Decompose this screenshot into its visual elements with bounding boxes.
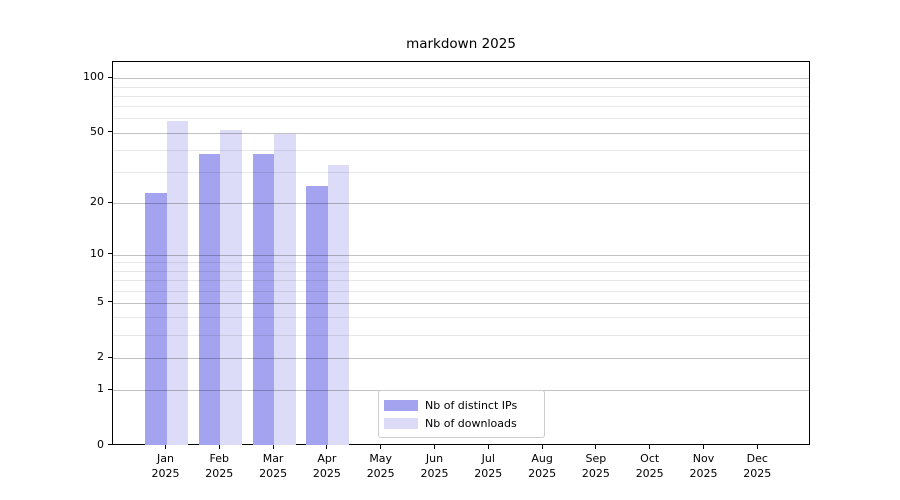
y-tick-mark: [108, 356, 112, 358]
x-tick-label-mar: Mar 2025: [259, 451, 288, 481]
minor-gridline: [113, 86, 809, 88]
bar-downloads-apr: [327, 164, 350, 446]
minor-gridline: [113, 270, 809, 272]
bar-downloads-feb: [220, 129, 242, 446]
legend-label-downloads: Nb of downloads: [425, 417, 517, 431]
y-tick-label: 1: [97, 382, 104, 396]
bar-downloads-mar: [274, 134, 296, 446]
y-tick-mark: [108, 201, 112, 203]
x-tick-mark: [756, 444, 758, 449]
bar-distinct-ips-apr: [306, 186, 328, 446]
major-gridline: [113, 203, 809, 205]
x-tick-mark: [703, 444, 704, 449]
major-gridline: [113, 302, 809, 304]
legend-swatch-distinct-ips: [384, 399, 418, 411]
major-gridline: [113, 132, 809, 134]
x-tick-mark: [218, 444, 220, 449]
legend: Nb of distinct IPs Nb of downloads: [378, 390, 545, 438]
y-tick-mark: [108, 131, 112, 133]
x-tick-mark: [326, 444, 328, 449]
x-tick-mark: [649, 444, 651, 449]
y-tick-mark: [108, 253, 112, 255]
minor-gridline: [113, 317, 809, 319]
bar-distinct-ips-feb: [198, 154, 221, 446]
minor-gridline: [113, 280, 809, 282]
bars-layer: [113, 62, 809, 446]
x-tick-label-dec: Dec 2025: [743, 451, 772, 481]
y-tick-mark: [108, 444, 112, 445]
bar-distinct-ips-jan: [145, 192, 167, 446]
major-gridline: [113, 78, 809, 80]
plot-area: [112, 61, 810, 446]
x-tick-label-apr: Apr 2025: [312, 451, 341, 481]
x-tick-label-jan: Jan 2025: [151, 451, 180, 481]
minor-gridline: [113, 335, 809, 337]
legend-item-downloads: Nb of downloads: [384, 415, 538, 434]
minor-gridline: [113, 290, 809, 292]
x-tick-mark: [595, 444, 597, 449]
x-tick-mark: [541, 444, 543, 449]
minor-gridline: [113, 118, 809, 120]
x-tick-label-sep: Sep 2025: [581, 451, 610, 481]
x-tick-mark: [272, 444, 274, 449]
minor-gridline: [113, 95, 809, 97]
chart-title: markdown 2025: [406, 36, 516, 52]
y-tick-mark: [108, 301, 112, 303]
y-tick-label: 0: [97, 437, 104, 451]
bar-distinct-ips-mar: [252, 154, 275, 446]
x-tick-label-jun: Jun 2025: [420, 451, 449, 481]
x-tick-label-nov: Nov 2025: [689, 451, 718, 481]
legend-swatch-downloads: [384, 418, 418, 430]
legend-item-distinct-ips: Nb of distinct IPs: [384, 396, 538, 415]
x-tick-label-aug: Aug 2025: [528, 451, 557, 481]
x-tick-label-oct: Oct 2025: [635, 451, 664, 481]
major-gridline: [113, 358, 809, 360]
minor-gridline: [113, 106, 809, 108]
x-tick-label-jul: Jul 2025: [474, 451, 503, 481]
minor-gridline: [113, 150, 809, 152]
major-gridline: [113, 254, 809, 256]
y-tick-mark: [108, 388, 112, 390]
y-tick-label: 20: [90, 195, 104, 209]
y-tick-label: 100: [83, 70, 104, 84]
y-tick-label: 2: [97, 350, 104, 364]
y-tick-label: 50: [90, 124, 104, 138]
y-tick-label: 10: [90, 246, 104, 260]
legend-label-distinct-ips: Nb of distinct IPs: [425, 398, 518, 412]
x-tick-mark: [380, 444, 382, 449]
bar-downloads-jan: [166, 121, 188, 446]
y-tick-label: 5: [97, 294, 104, 308]
x-tick-mark: [165, 444, 166, 449]
x-tick-label-feb: Feb 2025: [205, 451, 234, 481]
x-tick-label-may: May 2025: [366, 451, 395, 481]
grid-layer: [113, 62, 809, 444]
minor-gridline: [113, 172, 809, 174]
minor-gridline: [113, 262, 809, 264]
y-tick-mark: [108, 76, 112, 78]
x-tick-mark: [434, 444, 435, 449]
x-tick-mark: [487, 444, 489, 449]
